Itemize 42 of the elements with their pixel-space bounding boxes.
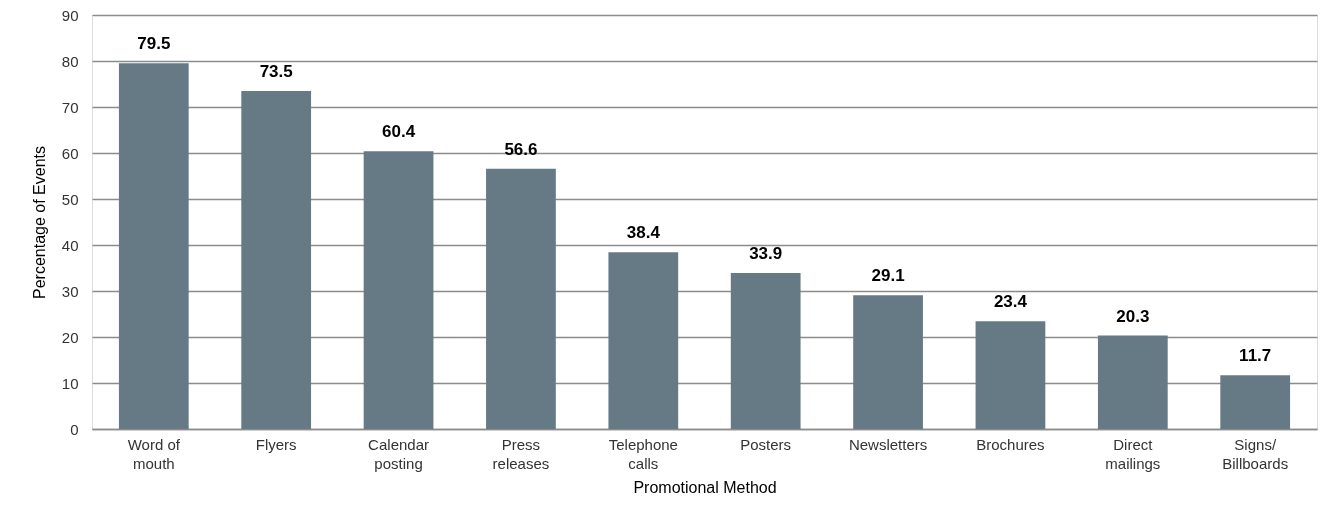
bar [486,168,556,429]
x-tick-label: Calendar posting [368,435,429,472]
y-tick-label: 10 [61,374,79,392]
y-tick-label: 40 [61,236,79,254]
x-tick-label: Word of mouth [127,435,181,472]
bar [363,151,434,429]
data-label: 33.9 [749,244,783,264]
y-tick-label: 0 [70,420,79,438]
data-label: 60.4 [382,122,416,142]
x-tick-label: Brochures [976,435,1045,453]
x-tick-label: Direct mailings [1105,435,1161,472]
bar [1220,375,1291,429]
data-label: 38.4 [626,223,661,243]
data-label: 56.6 [504,139,538,159]
x-tick-label: Press releases [492,435,550,472]
x-tick-label: Newsletters [848,435,928,453]
y-tick-label: 50 [61,190,79,208]
data-label: 20.3 [1116,306,1150,326]
data-label: 73.5 [259,61,293,81]
bar [118,63,189,429]
data-label: 29.1 [871,266,905,286]
bar [975,321,1046,429]
x-tick-label: Telephone calls [608,435,678,472]
data-label: 79.5 [137,34,171,54]
bar [1097,335,1168,429]
bar [608,252,679,429]
x-tick-label: Posters [740,435,792,453]
y-tick-label: 20 [61,328,79,346]
y-tick-label: 80 [61,52,79,70]
data-label: 23.4 [993,292,1028,312]
bar [730,273,801,429]
y-tick-label: 60 [61,144,79,162]
x-tick-label: Flyers [255,435,297,453]
y-tick-label: 70 [61,98,79,116]
y-tick-label: 30 [61,282,79,300]
bar [853,295,923,429]
y-axis-title: Percentage of Events [30,146,48,299]
bar [241,90,312,429]
y-tick-label: 90 [61,6,79,24]
data-label: 11.7 [1239,346,1272,366]
x-axis-title: Promotional Method [633,478,777,496]
x-tick-label: Signs/Billboards [1222,435,1289,472]
